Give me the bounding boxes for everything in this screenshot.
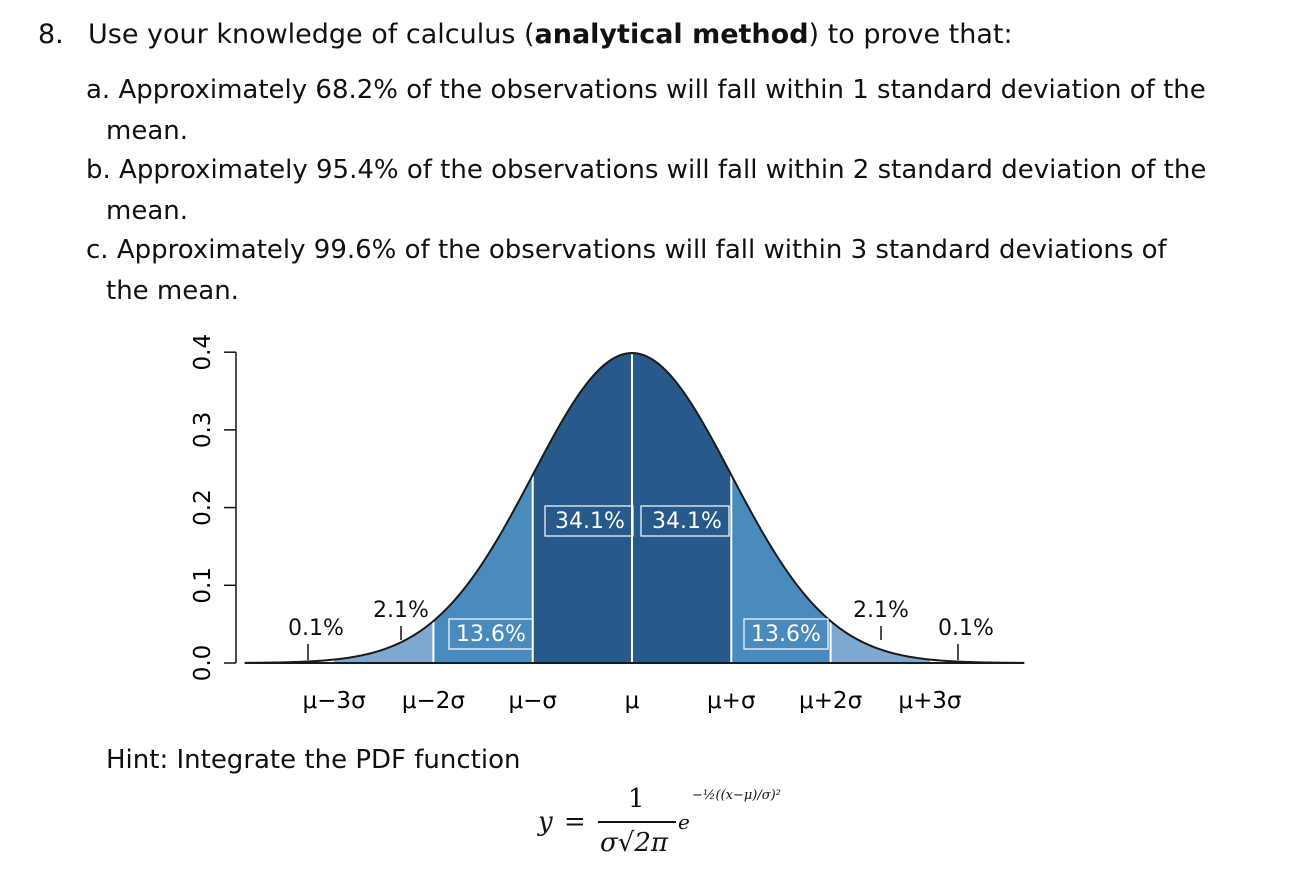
region-label-4: 2.1% <box>373 598 429 623</box>
region-label-2: 13.6% <box>456 622 526 647</box>
item-c-line2: the mean. <box>106 276 239 306</box>
question-emphasis: analytical method <box>534 19 809 50</box>
formula-base: e <box>678 810 690 834</box>
formula-y: y <box>538 807 553 837</box>
y-tick-label-1: 0.1 <box>190 567 216 604</box>
question-suffix: ) to prove that: <box>808 19 1013 50</box>
question-text: Use your knowledge of calculus (analytic… <box>88 18 1013 52</box>
region-label-0: 34.1% <box>555 509 625 534</box>
x-tick-label-0: μ−3σ <box>303 688 366 714</box>
formula-denominator: σ√2π <box>600 828 668 858</box>
region-label-1: 34.1% <box>652 509 722 534</box>
y-tick-label-0: 0.0 <box>190 645 216 682</box>
item-a-line2: mean. <box>106 116 188 146</box>
formula-equals: = <box>564 807 586 837</box>
region-label-6: 0.1% <box>288 616 344 641</box>
x-tick-label-2: μ−σ <box>508 688 556 714</box>
pdf-formula: y = 1 σ√2π e −½((x−μ)/σ)² <box>538 782 798 872</box>
x-tick-label-5: μ+2σ <box>799 688 862 714</box>
x-tick-label-6: μ+3σ <box>898 688 961 714</box>
y-tick-label-2: 0.2 <box>190 489 216 526</box>
region-label-5: 2.1% <box>853 598 909 623</box>
y-tick-label-3: 0.3 <box>190 412 216 449</box>
question-prefix: Use your knowledge of calculus ( <box>88 19 535 50</box>
region-0 <box>532 353 632 663</box>
formula-numerator: 1 <box>628 784 645 814</box>
region-5 <box>830 621 930 663</box>
question-number: 8. <box>38 19 64 50</box>
x-tick-label-3: μ <box>625 688 640 714</box>
label-box-right-34 <box>640 505 730 537</box>
label-box-left-13 <box>448 618 534 650</box>
label-box-right-13 <box>743 618 829 650</box>
x-tick-label-1: μ−2σ <box>402 688 465 714</box>
item-b-line1: b. Approximately 95.4% of the observatio… <box>86 155 1207 185</box>
region-label-3: 13.6% <box>751 622 821 647</box>
hint-text: Hint: Integrate the PDF function <box>106 745 521 775</box>
label-box-left-34 <box>544 505 634 537</box>
item-a-line1: a. Approximately 68.2% of the observatio… <box>86 75 1206 105</box>
item-c-line1: c. Approximately 99.6% of the observatio… <box>86 235 1167 265</box>
density-curve <box>244 351 1025 664</box>
formula-exponent: −½((x−μ)/σ)² <box>692 788 781 803</box>
region-label-7: 0.1% <box>938 616 994 641</box>
y-tick-label-4: 0.4 <box>190 334 216 371</box>
region-1 <box>632 353 732 663</box>
x-tick-label-4: μ+σ <box>707 688 755 714</box>
item-b-line2: mean. <box>106 196 188 226</box>
formula-fraction-bar <box>598 821 676 823</box>
region-4 <box>334 621 434 663</box>
